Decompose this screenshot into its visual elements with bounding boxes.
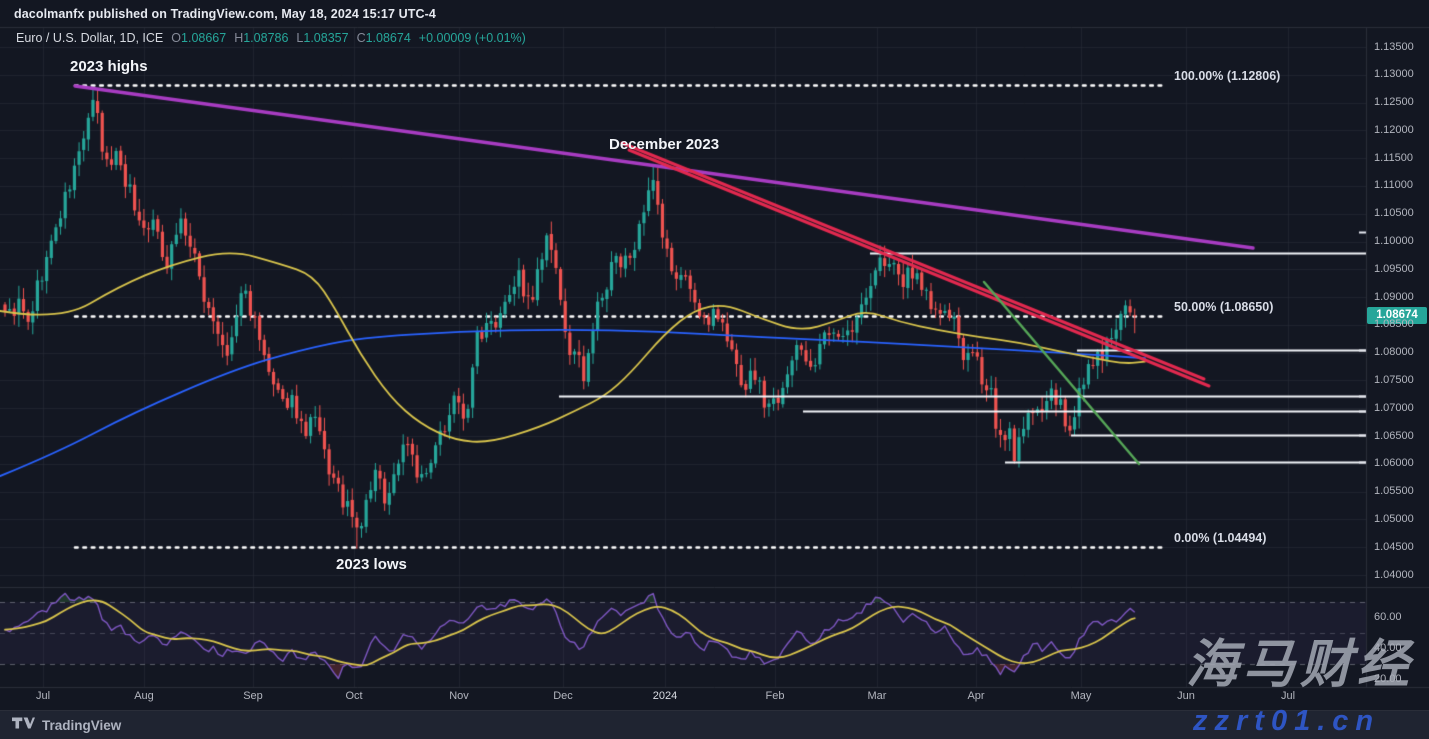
price-tick-label: 1.04500 — [1374, 540, 1414, 553]
fib-level-label: 100.00% (1.12806) — [1174, 68, 1281, 83]
last-price-badge: 1.08674 — [1367, 306, 1427, 324]
label-2023-lows: 2023 lows — [336, 556, 407, 573]
time-axis-label: Jul — [1280, 690, 1296, 702]
price-tick-label: 1.13000 — [1374, 68, 1414, 81]
time-axis-label: Feb — [765, 690, 785, 702]
fib-level-label: 0.00% (1.04494) — [1174, 530, 1267, 545]
price-tick-label: 1.04000 — [1374, 568, 1414, 581]
rsi-tick-label: 40.00 — [1374, 642, 1402, 654]
time-axis-label: 2024 — [652, 690, 678, 702]
price-tick-label: 1.10000 — [1374, 235, 1414, 248]
price-tick-label: 1.08500 — [1374, 318, 1414, 331]
symbol-name: Euro / U.S. Dollar, 1D, ICE — [16, 31, 164, 45]
rsi-tick-label: 20.00 — [1374, 673, 1402, 685]
time-axis-label: Jul — [35, 690, 51, 702]
fib-level-label: 50.00% (1.08650) — [1174, 299, 1274, 314]
ohlc-close: C1.08674 — [356, 31, 411, 45]
ohlc-low: L1.08357 — [296, 31, 349, 45]
time-axis-label: Nov — [449, 690, 469, 702]
tradingview-brand-link[interactable]: TradingView — [12, 716, 121, 735]
watermark-chinese: 海马财经 — [1186, 636, 1415, 694]
time-axis-label: Sep — [243, 690, 263, 702]
symbol-legend: Euro / U.S. Dollar, 1D, ICE O1.08667 H1.… — [16, 31, 526, 45]
label-2023-highs: 2023 highs — [70, 58, 148, 75]
price-tick-label: 1.13500 — [1374, 40, 1414, 53]
price-tick-label: 1.08000 — [1374, 346, 1414, 359]
price-tick-label: 1.12500 — [1374, 96, 1414, 109]
tradingview-logo-icon — [12, 716, 35, 735]
tradingview-brand-label: TradingView — [42, 718, 122, 733]
ohlc-high: H1.08786 — [234, 31, 289, 45]
time-axis-label: Mar — [867, 690, 887, 702]
price-tick-label: 1.05500 — [1374, 485, 1414, 498]
rsi-tick-label: 60.00 — [1374, 611, 1402, 623]
price-tick-label: 1.10500 — [1374, 207, 1414, 220]
bottom-toolbar: TradingView — [0, 710, 1429, 739]
price-tick-label: 1.06000 — [1374, 457, 1414, 470]
ohlc-open: O1.08667 — [171, 31, 227, 45]
time-axis-label: Apr — [967, 690, 985, 702]
time-axis-label: Dec — [553, 690, 573, 702]
price-tick-label: 1.07000 — [1374, 401, 1414, 414]
price-tick-label: 1.06500 — [1374, 429, 1414, 442]
price-tick-label: 1.07500 — [1374, 373, 1414, 386]
change-readout: +0.00009 (+0.01%) — [418, 31, 526, 45]
price-tick-label: 1.05000 — [1374, 512, 1414, 525]
price-tick-label: 1.09000 — [1374, 290, 1414, 303]
time-axis-label: May — [1070, 690, 1092, 702]
time-axis-label: Jun — [1177, 690, 1195, 702]
time-axis-label: Oct — [345, 690, 363, 702]
price-tick-label: 1.12000 — [1374, 123, 1414, 136]
price-tick-label: 1.11000 — [1374, 179, 1413, 192]
price-tick-label: 1.11500 — [1374, 151, 1413, 164]
label-december-2023: December 2023 — [609, 136, 720, 153]
time-axis-label: Aug — [134, 690, 154, 702]
price-tick-label: 1.09500 — [1374, 262, 1414, 275]
watermark-url: zzrt01.cn — [1193, 705, 1381, 737]
published-line: dacolmanfx published on TradingView.com,… — [14, 7, 436, 21]
